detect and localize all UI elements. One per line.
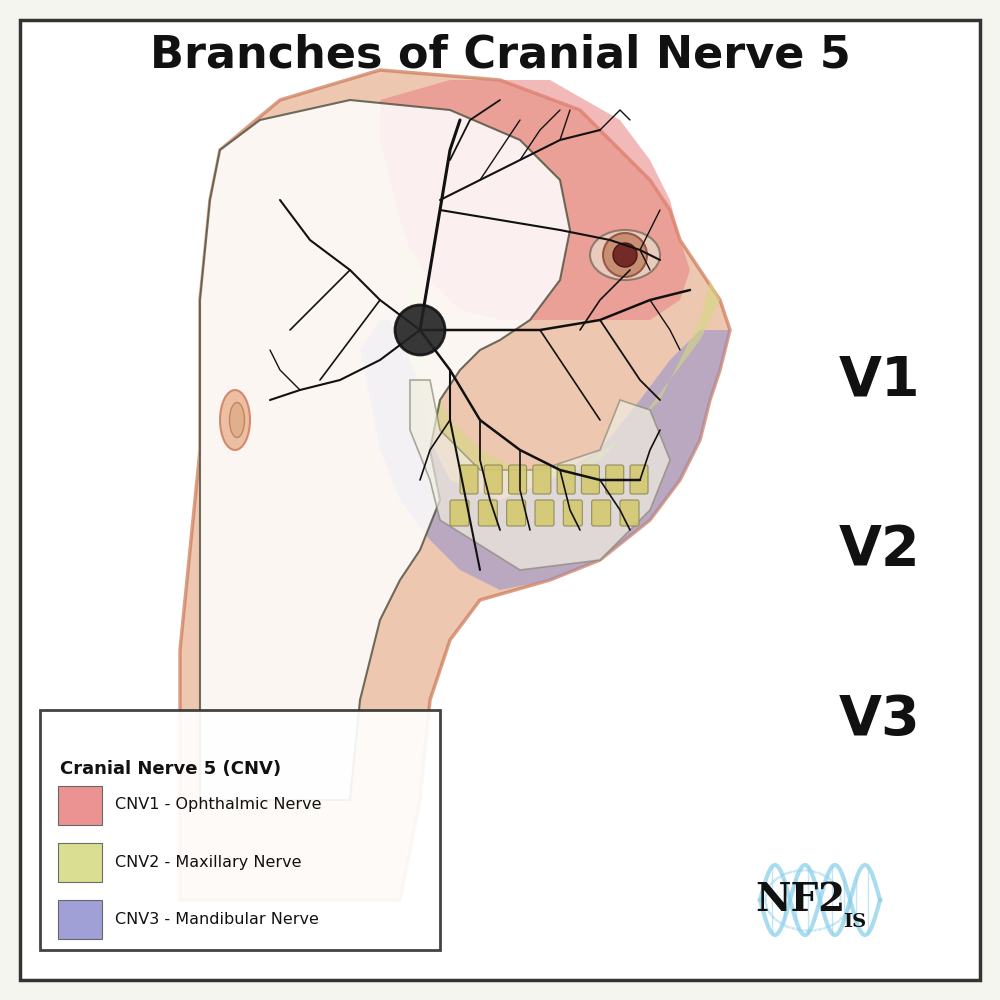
Polygon shape [380,80,690,320]
Ellipse shape [220,390,250,450]
FancyBboxPatch shape [58,786,102,825]
Text: Cranial Nerve 5 (CNV): Cranial Nerve 5 (CNV) [60,760,281,778]
Text: Branches of Cranial Nerve 5: Branches of Cranial Nerve 5 [150,33,850,77]
Polygon shape [400,250,720,480]
FancyBboxPatch shape [557,465,575,494]
FancyBboxPatch shape [592,500,611,526]
Polygon shape [410,380,670,570]
Text: V1: V1 [839,353,921,407]
Polygon shape [180,70,730,900]
FancyBboxPatch shape [533,465,551,494]
FancyBboxPatch shape [563,500,582,526]
FancyBboxPatch shape [478,500,497,526]
Text: V3: V3 [839,693,921,747]
FancyBboxPatch shape [40,710,440,950]
Circle shape [603,233,647,277]
Text: IS: IS [843,913,867,931]
FancyBboxPatch shape [58,843,102,882]
Circle shape [395,305,445,355]
Text: CNV2 - Maxillary Nerve: CNV2 - Maxillary Nerve [115,854,302,869]
Text: NF2: NF2 [755,881,845,919]
FancyBboxPatch shape [630,465,648,494]
FancyBboxPatch shape [507,500,526,526]
FancyBboxPatch shape [509,465,527,494]
FancyBboxPatch shape [460,465,478,494]
FancyBboxPatch shape [606,465,624,494]
FancyBboxPatch shape [58,900,102,939]
Ellipse shape [590,230,660,280]
FancyBboxPatch shape [535,500,554,526]
Circle shape [613,243,637,267]
Polygon shape [200,100,570,800]
FancyBboxPatch shape [620,500,639,526]
FancyBboxPatch shape [20,20,980,980]
Text: CNV1 - Ophthalmic Nerve: CNV1 - Ophthalmic Nerve [115,798,322,812]
FancyBboxPatch shape [581,465,599,494]
Text: V2: V2 [839,523,921,577]
Text: CNV3 - Mandibular Nerve: CNV3 - Mandibular Nerve [115,912,319,926]
FancyBboxPatch shape [484,465,502,494]
Ellipse shape [230,402,244,438]
FancyBboxPatch shape [450,500,469,526]
Polygon shape [360,320,730,590]
